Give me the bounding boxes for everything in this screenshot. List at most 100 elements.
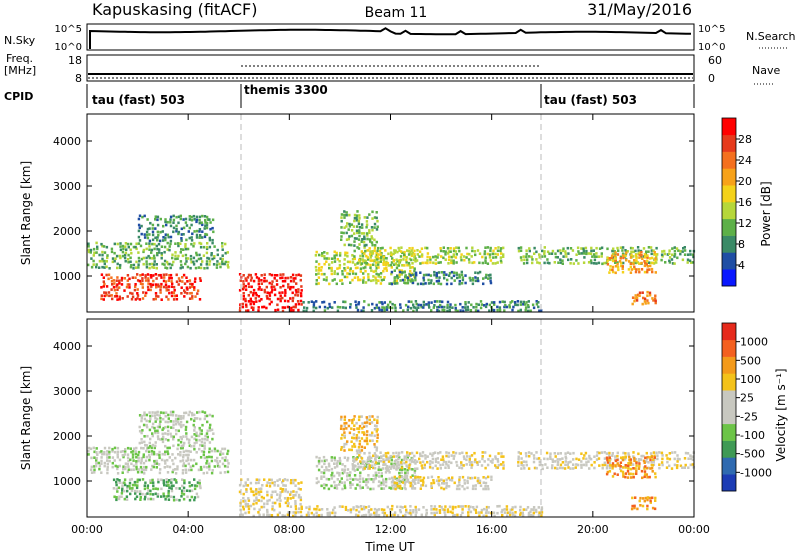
data-cell <box>106 256 109 260</box>
data-cell <box>292 514 295 518</box>
data-cell <box>676 464 679 467</box>
data-cell <box>407 466 411 470</box>
data-cell <box>635 256 638 260</box>
data-cell <box>204 224 207 227</box>
data-cell <box>365 437 369 440</box>
data-cell <box>344 251 347 255</box>
data-cell <box>425 303 428 306</box>
data-cell <box>244 499 247 503</box>
x-tick-label: 04:00 <box>172 523 204 536</box>
data-cell <box>148 441 151 445</box>
data-cell <box>132 245 136 249</box>
data-cell <box>365 220 369 223</box>
data-cell <box>181 446 184 450</box>
data-cell <box>375 253 378 257</box>
data-cell <box>87 263 90 267</box>
data-cell <box>493 514 496 518</box>
data-cell <box>300 514 303 518</box>
data-cell <box>616 473 619 476</box>
data-cell <box>185 224 189 227</box>
data-cell <box>519 308 522 312</box>
data-cell <box>500 510 503 514</box>
data-cell <box>276 303 279 307</box>
data-cell <box>341 272 344 276</box>
data-cell <box>413 269 416 273</box>
data-cell <box>98 467 101 471</box>
data-cell <box>376 255 379 259</box>
data-cell <box>268 484 272 488</box>
data-cell <box>648 268 651 271</box>
data-cell <box>113 450 117 454</box>
data-cell <box>250 285 253 289</box>
data-cell <box>385 260 388 264</box>
data-cell <box>373 478 376 481</box>
data-cell <box>289 276 293 279</box>
data-cell <box>521 511 524 515</box>
data-cell <box>268 478 271 482</box>
data-cell <box>292 309 295 312</box>
data-cell <box>89 468 93 472</box>
data-cell <box>464 303 467 306</box>
data-cell <box>348 222 351 226</box>
data-cell <box>195 253 198 257</box>
data-cell <box>401 264 404 267</box>
data-cell <box>118 254 121 258</box>
data-cell <box>423 463 426 467</box>
data-cell <box>473 476 477 480</box>
data-cell <box>514 511 517 514</box>
data-cell <box>413 454 416 458</box>
data-cell <box>137 256 141 260</box>
data-cell <box>268 297 271 301</box>
data-cell <box>439 451 442 454</box>
data-cell <box>517 461 520 464</box>
data-cell <box>336 305 340 309</box>
data-cell <box>174 456 177 460</box>
data-cell <box>152 274 155 277</box>
data-cell <box>188 218 191 221</box>
data-cell <box>268 294 272 297</box>
data-cell <box>208 245 212 249</box>
data-cell <box>211 414 214 418</box>
data-cell <box>314 265 318 269</box>
data-cell <box>174 429 178 432</box>
data-cell <box>476 479 479 483</box>
data-cell <box>177 232 180 236</box>
data-cell <box>320 471 323 474</box>
data-cell <box>172 221 175 224</box>
data-cell <box>208 218 211 221</box>
data-cell <box>249 504 253 508</box>
data-cell <box>509 508 512 512</box>
data-cell <box>580 466 583 469</box>
data-cell <box>344 306 347 310</box>
data-cell <box>145 425 149 429</box>
data-cell <box>338 259 341 263</box>
data-cell <box>593 253 596 256</box>
data-cell <box>501 300 504 303</box>
data-cell <box>172 218 176 222</box>
data-cell <box>447 451 451 455</box>
data-cell <box>190 291 193 295</box>
data-cell <box>405 460 408 464</box>
cpid-row: CPID tau (fast) 503 themis 3300 tau (fas… <box>4 83 695 108</box>
data-cell <box>205 465 209 469</box>
data-cell <box>502 255 505 258</box>
data-cell <box>156 425 160 429</box>
data-cell <box>249 290 252 294</box>
data-cell <box>103 262 106 266</box>
data-cell <box>341 505 344 508</box>
data-cell <box>330 467 334 471</box>
data-cell <box>379 256 383 260</box>
data-cell <box>517 455 520 459</box>
data-cell <box>516 303 519 307</box>
data-cell <box>671 262 675 265</box>
data-cell <box>620 456 623 460</box>
data-cell <box>620 261 623 265</box>
data-cell <box>377 468 380 471</box>
data-cell <box>532 306 536 310</box>
data-cell <box>205 251 209 255</box>
data-cell <box>645 451 648 455</box>
data-cell <box>363 505 366 509</box>
data-cell <box>330 261 334 264</box>
data-cell <box>419 262 422 265</box>
data-cell <box>163 250 166 254</box>
